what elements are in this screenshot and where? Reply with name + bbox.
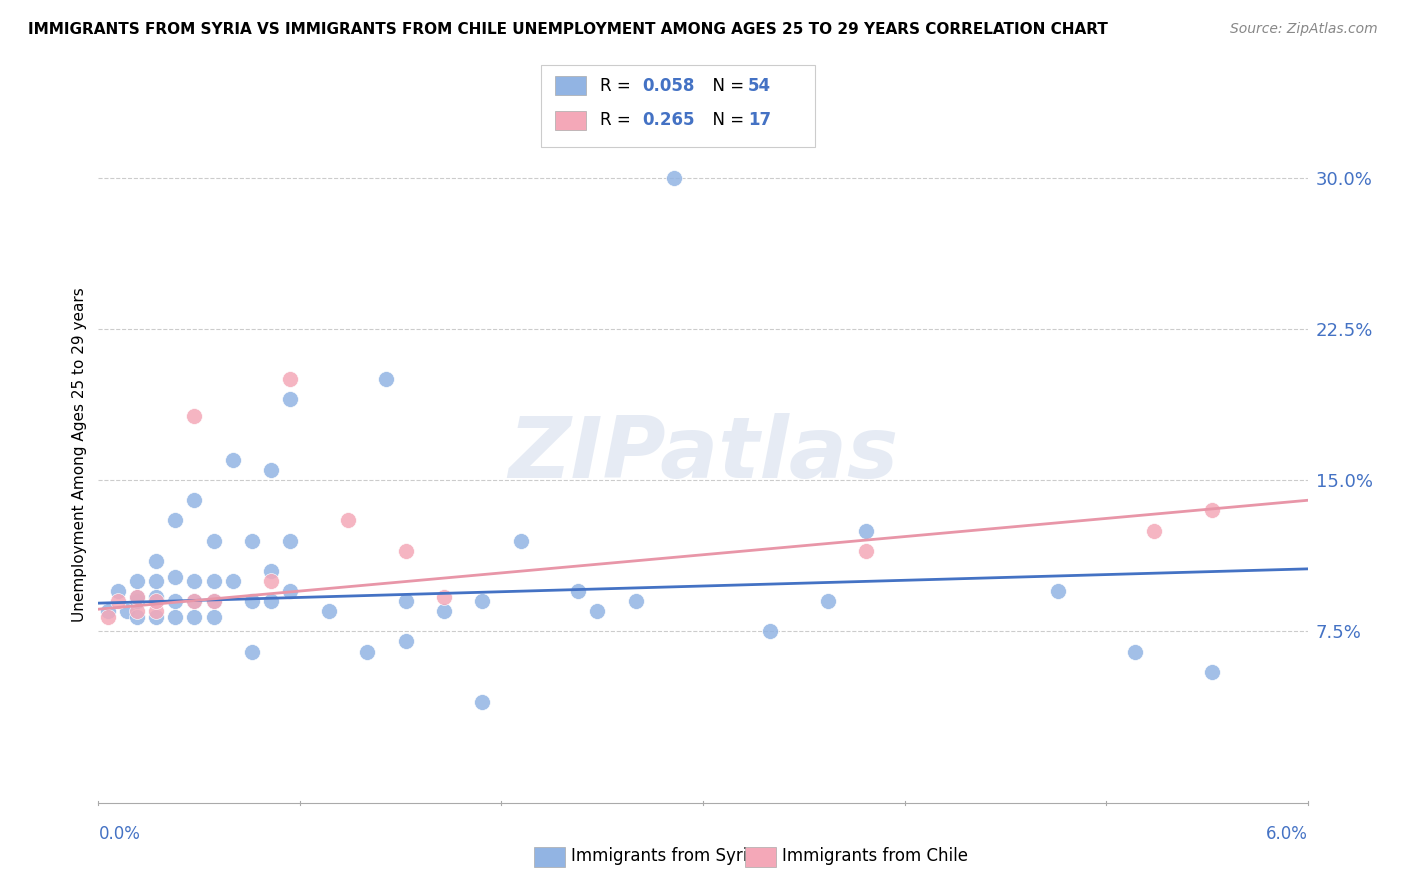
Point (97, 610, 120, 624)
Point (107, 594, 129, 608)
Point (202, 610, 225, 624)
Point (202, 574, 225, 588)
Point (222, 574, 245, 588)
Point (145, 610, 167, 624)
Point (855, 543, 877, 558)
Point (125, 610, 148, 624)
Point (1143, 524, 1166, 538)
Point (509, 533, 531, 548)
Point (280, 533, 302, 548)
Point (240, 594, 263, 608)
Point (165, 594, 187, 608)
Point (664, 170, 686, 185)
Point (125, 590, 148, 604)
Text: 0.265: 0.265 (643, 112, 695, 129)
Point (183, 594, 205, 608)
Point (107, 584, 129, 599)
Point (125, 590, 148, 604)
Point (260, 463, 283, 477)
Text: R =: R = (600, 77, 637, 95)
Text: IMMIGRANTS FROM SYRIA VS IMMIGRANTS FROM CHILE UNEMPLOYMENT AMONG AGES 25 TO 29 : IMMIGRANTS FROM SYRIA VS IMMIGRANTS FROM… (28, 22, 1108, 37)
Point (183, 610, 205, 624)
Text: Source: ZipAtlas.com: Source: ZipAtlas.com (1230, 22, 1378, 37)
Point (1201, 665, 1223, 679)
Point (817, 594, 839, 608)
Point (471, 695, 494, 709)
Point (183, 594, 205, 608)
Point (624, 594, 647, 608)
Point (318, 604, 340, 618)
Text: ZIPatlas: ZIPatlas (508, 413, 898, 497)
Point (280, 584, 302, 599)
Text: Immigrants from Chile: Immigrants from Chile (782, 847, 967, 865)
Point (240, 533, 263, 548)
Text: R =: R = (600, 112, 637, 129)
Point (145, 604, 167, 618)
Point (125, 574, 148, 588)
Point (280, 372, 302, 386)
Point (394, 594, 416, 608)
Text: N =: N = (702, 77, 749, 95)
Point (202, 594, 225, 608)
Text: Immigrants from Syria: Immigrants from Syria (571, 847, 758, 865)
Point (260, 564, 283, 578)
Point (202, 594, 225, 608)
Point (433, 604, 456, 618)
Point (1047, 584, 1070, 599)
Point (115, 604, 138, 618)
Point (759, 624, 782, 639)
Point (356, 644, 378, 658)
Point (586, 604, 609, 618)
Point (165, 610, 187, 624)
Point (145, 554, 167, 568)
Point (145, 590, 167, 604)
Text: 0.0%: 0.0% (98, 825, 141, 843)
Y-axis label: Unemployment Among Ages 25 to 29 years: Unemployment Among Ages 25 to 29 years (72, 287, 87, 623)
Point (222, 453, 245, 467)
Point (1201, 503, 1223, 517)
Point (394, 543, 416, 558)
Point (125, 594, 148, 608)
Point (97, 604, 120, 618)
Text: 6.0%: 6.0% (1265, 825, 1308, 843)
Text: 17: 17 (748, 112, 770, 129)
Point (202, 533, 225, 548)
Point (183, 493, 205, 508)
Point (125, 604, 148, 618)
Point (471, 594, 494, 608)
Text: 54: 54 (748, 77, 770, 95)
Point (1123, 644, 1146, 658)
Point (260, 594, 283, 608)
Text: N =: N = (702, 112, 749, 129)
Text: 0.058: 0.058 (643, 77, 695, 95)
Point (183, 574, 205, 588)
Point (855, 524, 877, 538)
Point (183, 409, 205, 423)
Point (394, 634, 416, 648)
Point (433, 590, 456, 604)
Point (165, 513, 187, 527)
Point (375, 372, 398, 386)
Point (336, 513, 359, 527)
Point (280, 392, 302, 407)
Point (567, 584, 589, 599)
Point (260, 574, 283, 588)
Point (145, 574, 167, 588)
Point (145, 594, 167, 608)
Point (240, 644, 263, 658)
Point (145, 594, 167, 608)
Point (165, 570, 187, 584)
